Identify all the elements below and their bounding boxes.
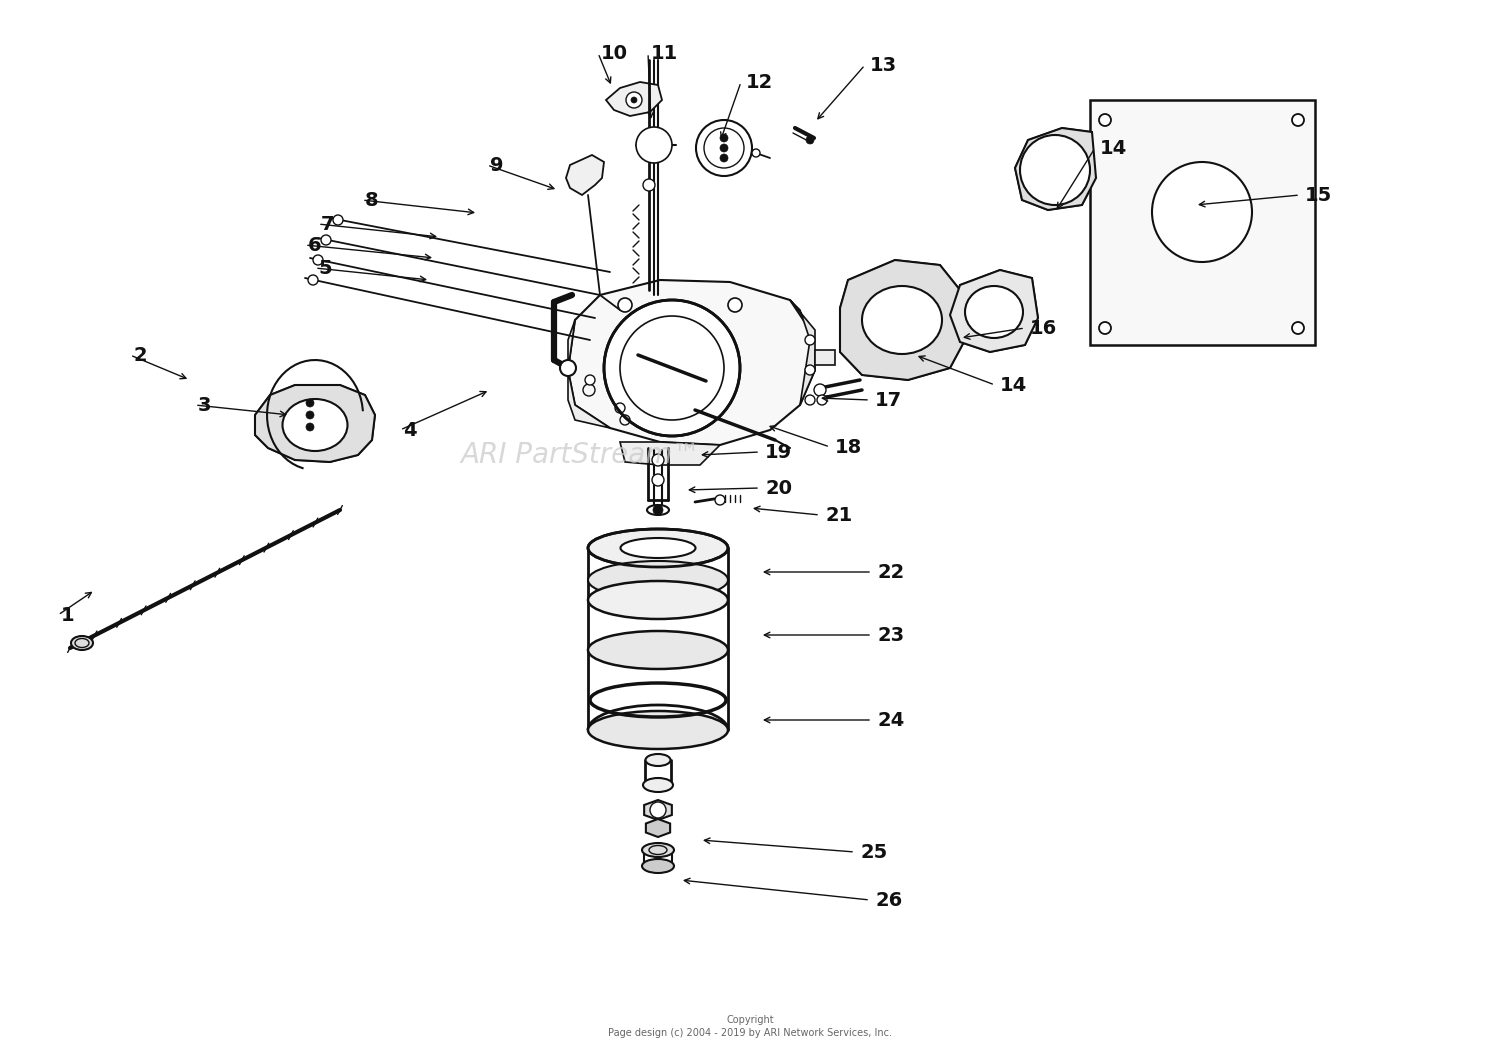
Polygon shape <box>646 819 670 837</box>
Polygon shape <box>568 280 814 445</box>
Polygon shape <box>1016 127 1096 210</box>
Text: 26: 26 <box>874 890 903 909</box>
Text: 22: 22 <box>878 562 904 581</box>
Text: 20: 20 <box>765 479 792 497</box>
Circle shape <box>650 802 666 818</box>
Circle shape <box>560 359 576 376</box>
Polygon shape <box>840 260 964 380</box>
Text: 4: 4 <box>404 420 417 440</box>
Text: 13: 13 <box>870 55 897 74</box>
Circle shape <box>1100 114 1112 126</box>
Circle shape <box>728 298 742 312</box>
Text: 1: 1 <box>62 605 75 625</box>
Polygon shape <box>644 800 672 820</box>
Circle shape <box>585 375 596 385</box>
Circle shape <box>618 298 632 312</box>
Text: 2: 2 <box>134 346 147 365</box>
Circle shape <box>1100 322 1112 334</box>
Circle shape <box>716 495 724 505</box>
Bar <box>815 350 836 365</box>
Ellipse shape <box>642 843 674 857</box>
Circle shape <box>321 235 332 245</box>
Circle shape <box>626 92 642 108</box>
Circle shape <box>818 395 827 405</box>
Circle shape <box>306 411 314 419</box>
Circle shape <box>636 127 672 163</box>
Ellipse shape <box>646 505 669 515</box>
Circle shape <box>720 154 728 162</box>
Text: 9: 9 <box>490 156 504 175</box>
Text: 11: 11 <box>651 44 678 63</box>
Text: 19: 19 <box>765 442 792 462</box>
Text: Page design (c) 2004 - 2019 by ARI Network Services, Inc.: Page design (c) 2004 - 2019 by ARI Netwo… <box>608 1028 892 1038</box>
Circle shape <box>815 384 827 396</box>
Ellipse shape <box>964 286 1023 338</box>
Circle shape <box>652 474 664 486</box>
Text: 24: 24 <box>878 711 904 729</box>
Ellipse shape <box>645 754 670 766</box>
Circle shape <box>1292 322 1304 334</box>
Circle shape <box>806 395 814 405</box>
Ellipse shape <box>644 777 674 792</box>
Polygon shape <box>620 442 720 465</box>
Ellipse shape <box>588 631 728 669</box>
Polygon shape <box>606 82 662 116</box>
Text: 23: 23 <box>878 626 904 645</box>
Text: ARI PartStream™: ARI PartStream™ <box>460 441 700 469</box>
Ellipse shape <box>282 399 348 451</box>
Polygon shape <box>255 385 375 462</box>
Text: 6: 6 <box>308 235 321 255</box>
Polygon shape <box>950 270 1038 352</box>
Ellipse shape <box>588 581 728 619</box>
Polygon shape <box>566 155 604 195</box>
Circle shape <box>1292 114 1304 126</box>
Circle shape <box>1020 135 1090 205</box>
Ellipse shape <box>621 538 696 558</box>
Circle shape <box>806 335 814 345</box>
Text: 10: 10 <box>602 44 628 63</box>
Text: Copyright: Copyright <box>726 1015 774 1025</box>
Text: 7: 7 <box>321 214 334 233</box>
Circle shape <box>752 149 760 157</box>
Circle shape <box>632 97 638 103</box>
Text: 15: 15 <box>1305 186 1332 205</box>
Circle shape <box>306 423 314 431</box>
Polygon shape <box>568 320 610 428</box>
Ellipse shape <box>70 636 93 650</box>
Text: 14: 14 <box>1100 139 1128 158</box>
Ellipse shape <box>862 286 942 354</box>
Ellipse shape <box>588 711 728 749</box>
Circle shape <box>314 255 322 265</box>
Text: 14: 14 <box>1000 375 1028 395</box>
Text: 17: 17 <box>874 391 902 410</box>
Text: 16: 16 <box>1030 319 1057 338</box>
Text: 21: 21 <box>825 506 852 525</box>
Circle shape <box>806 136 814 144</box>
Circle shape <box>696 120 752 176</box>
Circle shape <box>720 134 728 142</box>
Ellipse shape <box>588 561 728 599</box>
Circle shape <box>652 454 664 466</box>
Circle shape <box>652 505 663 515</box>
Text: 25: 25 <box>859 842 888 861</box>
Circle shape <box>604 300 740 436</box>
Circle shape <box>720 144 728 152</box>
Text: 8: 8 <box>364 190 378 209</box>
Ellipse shape <box>588 529 728 567</box>
Circle shape <box>333 215 344 225</box>
Bar <box>1090 100 1316 345</box>
Circle shape <box>806 365 814 375</box>
Text: 3: 3 <box>198 395 211 415</box>
Circle shape <box>1152 162 1252 262</box>
Circle shape <box>644 179 656 191</box>
Polygon shape <box>790 300 814 405</box>
Circle shape <box>306 399 314 407</box>
Circle shape <box>308 275 318 285</box>
Text: 5: 5 <box>318 258 332 278</box>
Ellipse shape <box>642 859 674 873</box>
Text: 18: 18 <box>836 438 862 457</box>
Text: 12: 12 <box>746 72 774 92</box>
